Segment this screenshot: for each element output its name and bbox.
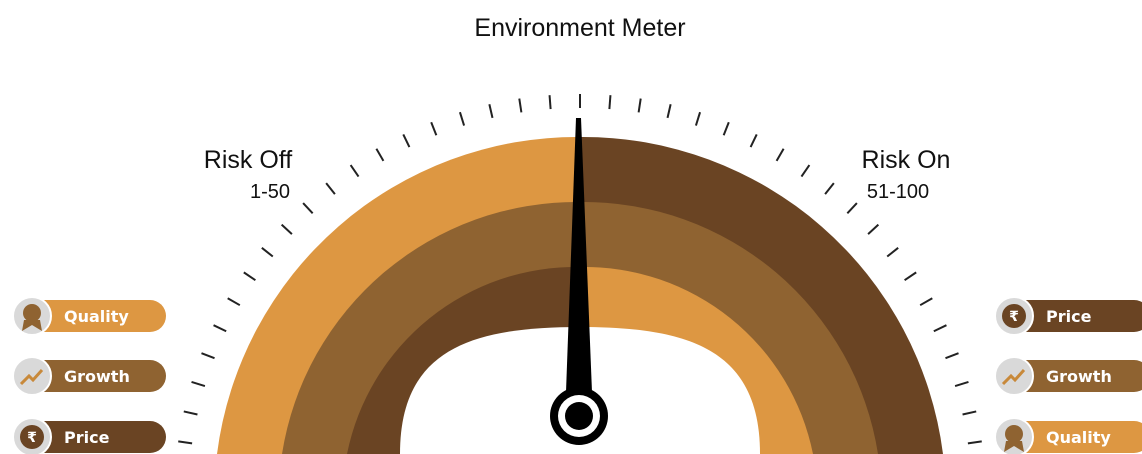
risk-off-label: Risk Off [204,146,292,174]
tick [280,223,293,235]
pill-icon-inner [20,425,44,449]
risk-on-range: 51-100 [867,181,929,203]
pill [996,360,1142,392]
pill [14,360,166,392]
tick [213,324,227,333]
tick [904,271,917,282]
tick [261,247,274,258]
pill-icon-inner [1002,304,1026,328]
tick [666,104,672,119]
pill-label: Growth [1046,367,1112,386]
pill-icon [12,356,52,396]
pill [14,300,166,332]
pill [996,300,1142,332]
tick [967,440,982,445]
tick [749,134,758,148]
tick [962,410,977,416]
tick [637,98,642,113]
tick [886,247,899,258]
pill-icon-arrow [19,368,44,386]
pill-icon-symbol: ₹ [27,430,37,446]
pill-label: Quality [1046,428,1111,447]
risk-off-range: 1-50 [250,181,290,203]
tick [458,111,466,126]
pill [996,421,1142,453]
pill-icon-symbol: ₹ [1009,309,1019,325]
pill-label: Growth [64,367,130,386]
pill-icon-badge [1005,425,1023,443]
pill-label: Quality [64,307,129,326]
tick [824,182,835,195]
risk-on-label: Risk On [862,146,951,174]
pills: Quality Growth ₹ Price ₹ Price Growth Quality [12,296,1142,454]
needle [566,118,592,392]
tick [694,111,702,126]
tick [518,98,523,113]
tick [183,410,198,416]
tick [349,164,360,178]
pill-icon-ribbon [1004,441,1024,452]
tick [722,121,730,136]
needle-hub-core [565,402,593,430]
tick [302,202,314,214]
gauge-ticks [178,94,982,445]
tick [178,440,193,445]
tick [402,134,411,148]
tick [867,223,880,235]
tick [375,148,385,162]
tick [201,352,215,360]
tick [227,297,241,307]
pill-label: Price [64,428,110,447]
tick [325,182,336,195]
tick [243,271,256,282]
pill-icon [994,356,1034,396]
pill [14,421,166,453]
tick [608,95,612,110]
tick [548,95,552,110]
tick [954,381,969,388]
tick [775,148,785,162]
pill-icon-arrow [1001,368,1026,386]
title: Environment Meter [474,14,685,42]
pill-icon-ribbon [22,320,42,331]
tick [800,164,811,178]
pill-label: Price [1046,307,1092,326]
tick [933,324,947,333]
pill-icon-badge [23,304,41,322]
tick [846,202,858,214]
tick [191,381,206,388]
tick [430,121,438,136]
tick [919,297,933,307]
tick [945,352,959,360]
tick [488,104,494,119]
